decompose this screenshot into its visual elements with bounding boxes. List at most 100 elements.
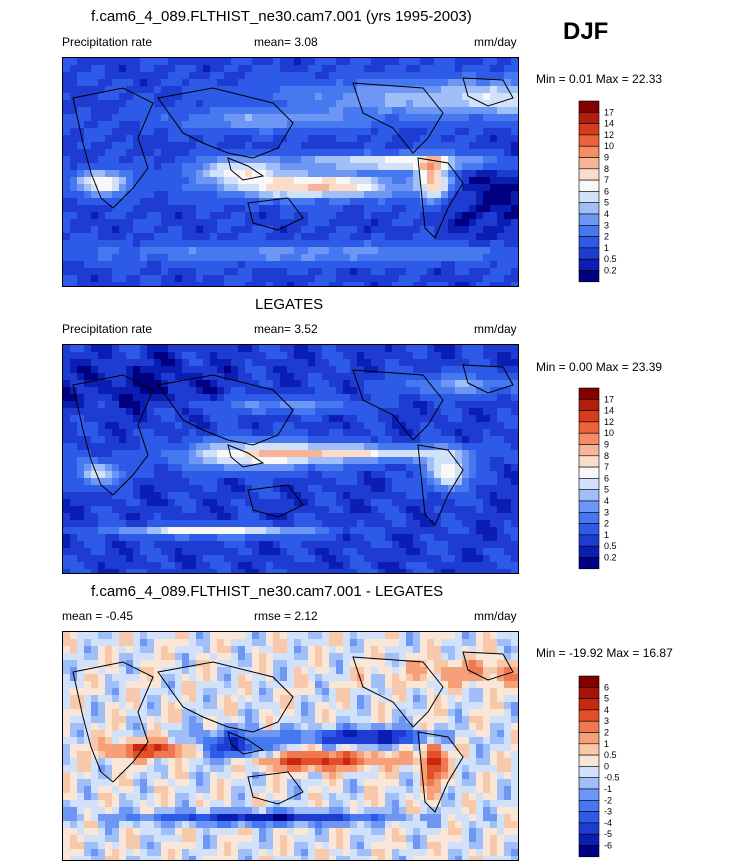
colorbar-swatch bbox=[578, 270, 600, 283]
map-cell bbox=[350, 233, 358, 241]
map-cell bbox=[406, 681, 414, 689]
map-cell bbox=[217, 163, 225, 171]
map-cell bbox=[315, 660, 323, 668]
map-cell bbox=[336, 163, 344, 171]
map-cell bbox=[259, 541, 267, 549]
map-cell bbox=[413, 128, 421, 136]
map-cell bbox=[371, 93, 379, 101]
map-cell bbox=[273, 114, 281, 122]
map-cell bbox=[63, 639, 71, 647]
map-cell bbox=[378, 639, 386, 647]
map-cell bbox=[119, 275, 127, 283]
map-cell bbox=[497, 191, 505, 199]
map-cell bbox=[322, 478, 330, 486]
map-cell bbox=[434, 177, 442, 185]
map-cell bbox=[413, 450, 421, 458]
map-cell bbox=[511, 373, 518, 381]
map-cell bbox=[210, 240, 218, 248]
map-cell bbox=[455, 401, 463, 409]
map-cell bbox=[203, 86, 211, 94]
map-cell bbox=[504, 681, 512, 689]
map-cell bbox=[161, 653, 169, 661]
map-cell bbox=[63, 527, 71, 535]
map-cell bbox=[175, 352, 183, 360]
map-cell bbox=[91, 184, 99, 192]
map-cell bbox=[252, 212, 260, 220]
map-cell bbox=[427, 541, 435, 549]
map-cell bbox=[504, 464, 512, 472]
map-cell bbox=[196, 128, 204, 136]
map-cell bbox=[308, 450, 316, 458]
map-cell bbox=[217, 198, 225, 206]
map-cell bbox=[441, 261, 449, 269]
map-cell bbox=[294, 205, 302, 213]
map-cell bbox=[112, 639, 120, 647]
map-cell bbox=[392, 219, 400, 227]
map-cell bbox=[427, 408, 435, 416]
map-cell bbox=[63, 401, 71, 409]
map-cell bbox=[126, 163, 134, 171]
map-cell bbox=[399, 667, 407, 675]
map-cell bbox=[189, 170, 197, 178]
map-cell bbox=[133, 548, 141, 556]
map-cell bbox=[112, 415, 120, 423]
map-cell bbox=[231, 429, 239, 437]
map-cell bbox=[350, 93, 358, 101]
map-cell bbox=[392, 247, 400, 255]
map-cell bbox=[182, 443, 190, 451]
map-cell bbox=[217, 408, 225, 416]
map-cell bbox=[301, 394, 309, 402]
map-cell bbox=[490, 681, 498, 689]
map-cell bbox=[161, 198, 169, 206]
map-cell bbox=[315, 282, 323, 286]
map-cell bbox=[266, 457, 274, 465]
map-cell bbox=[259, 688, 267, 696]
map-cell bbox=[203, 632, 211, 640]
map-cell bbox=[399, 450, 407, 458]
map-cell bbox=[175, 471, 183, 479]
map-cell bbox=[147, 660, 155, 668]
map-cell bbox=[224, 695, 232, 703]
map-cell bbox=[455, 72, 463, 80]
map-cell bbox=[147, 401, 155, 409]
map-cell bbox=[315, 464, 323, 472]
map-cell bbox=[399, 163, 407, 171]
map-cell bbox=[511, 492, 518, 500]
map-cell bbox=[483, 688, 491, 696]
map-cell bbox=[77, 681, 85, 689]
map-cell bbox=[399, 128, 407, 136]
map-cell bbox=[161, 247, 169, 255]
map-cell bbox=[245, 177, 253, 185]
map-cell bbox=[406, 93, 414, 101]
map-cell bbox=[364, 261, 372, 269]
map-cell bbox=[448, 646, 456, 654]
map-cell bbox=[210, 674, 218, 682]
map-cell bbox=[504, 128, 512, 136]
map-cell bbox=[322, 79, 330, 87]
map-cell bbox=[63, 184, 71, 192]
map-cell bbox=[504, 492, 512, 500]
map-cell bbox=[308, 359, 316, 367]
map-cell bbox=[154, 247, 162, 255]
map-cell bbox=[406, 373, 414, 381]
map-cell bbox=[168, 86, 176, 94]
map-cell bbox=[196, 184, 204, 192]
map-cell bbox=[315, 527, 323, 535]
map-cell bbox=[483, 247, 491, 255]
map-cell bbox=[147, 226, 155, 234]
map-cell bbox=[504, 65, 512, 73]
map-cell bbox=[280, 653, 288, 661]
map-cell bbox=[357, 177, 365, 185]
map-cell bbox=[504, 555, 512, 563]
map-cell bbox=[392, 121, 400, 129]
map-cell bbox=[329, 121, 337, 129]
map-cell bbox=[238, 499, 246, 507]
map-cell bbox=[189, 436, 197, 444]
map-cell bbox=[147, 247, 155, 255]
map-cell bbox=[399, 681, 407, 689]
map-cell bbox=[483, 408, 491, 416]
coastline bbox=[417, 157, 464, 239]
map-cell bbox=[476, 667, 484, 675]
map-cell bbox=[147, 282, 155, 286]
map-cell bbox=[406, 72, 414, 80]
